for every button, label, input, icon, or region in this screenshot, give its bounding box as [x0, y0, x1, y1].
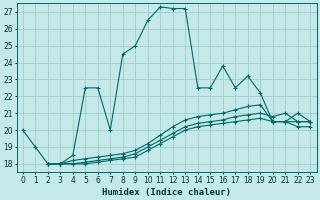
X-axis label: Humidex (Indice chaleur): Humidex (Indice chaleur): [102, 188, 231, 197]
